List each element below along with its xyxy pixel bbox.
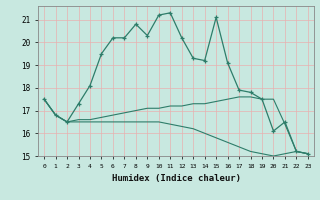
X-axis label: Humidex (Indice chaleur): Humidex (Indice chaleur)	[111, 174, 241, 183]
